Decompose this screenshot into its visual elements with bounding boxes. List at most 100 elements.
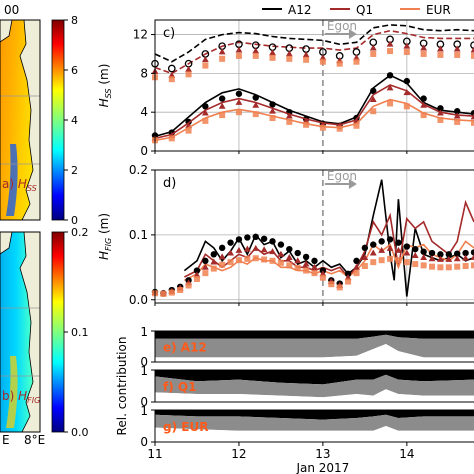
- marker-a12: [294, 249, 301, 257]
- marker-a12: [210, 251, 217, 258]
- marker-q1: [201, 109, 209, 116]
- marker-a12: [202, 103, 209, 110]
- marker-q1: [411, 252, 419, 259]
- marker-q1: [361, 253, 369, 260]
- marker-q1: [269, 49, 276, 56]
- x-axis-label: Jan 2017: [295, 461, 349, 474]
- marker-eur: [471, 52, 474, 59]
- marker-eur: [319, 58, 326, 65]
- marker-a12: [235, 236, 243, 243]
- contribution-band: [155, 344, 474, 362]
- marker-a12: [244, 234, 251, 241]
- y-tick-label: 1: [140, 364, 148, 378]
- map-xtick-label: E: [2, 433, 10, 447]
- marker-q1: [201, 263, 209, 270]
- y-tick-label: 0.2: [129, 163, 148, 177]
- marker-eur: [454, 118, 461, 125]
- y-tick-label: 0.0: [129, 293, 148, 307]
- marker-eur: [370, 259, 377, 266]
- marker-a12: [412, 245, 419, 253]
- marker-q1: [453, 255, 461, 262]
- legend-label-a12: A12: [288, 3, 311, 17]
- marker-a12: [218, 95, 226, 102]
- marker-eur: [303, 267, 310, 274]
- contribution-band: [155, 331, 474, 339]
- marker-q1: [369, 44, 377, 51]
- colorbar-tick-label: 0: [71, 214, 78, 227]
- marker-eur: [286, 262, 293, 269]
- marker-eur: [387, 100, 394, 107]
- marker-q1: [437, 45, 444, 52]
- marker-a12: [311, 257, 318, 265]
- y-tick-label: 12: [133, 28, 148, 42]
- contribution-band: [155, 374, 474, 398]
- marker-a12: [370, 87, 377, 95]
- marker-eur: [303, 121, 310, 128]
- marker-a12: [269, 101, 276, 108]
- marker-eur: [286, 55, 293, 62]
- y-tick-label: 0: [140, 435, 148, 449]
- marker-eur: [244, 255, 251, 262]
- marker-eur: [193, 275, 200, 282]
- marker-q1: [453, 45, 461, 52]
- marker-a12: [302, 253, 310, 261]
- marker-q1: [437, 255, 444, 262]
- marker-eur: [277, 259, 284, 266]
- marker-eur: [219, 261, 226, 268]
- marker-q1: [285, 112, 293, 119]
- marker-eur: [311, 270, 318, 277]
- panel-label: d): [163, 176, 176, 191]
- marker-eur: [328, 281, 335, 288]
- marker-a12: [193, 267, 201, 274]
- marker-a12: [370, 241, 377, 248]
- axes-frame: [154, 169, 474, 304]
- marker-a12: [227, 239, 234, 246]
- marker-q1: [218, 48, 226, 55]
- colorbar: [51, 231, 65, 433]
- marker-eur: [336, 125, 343, 132]
- x-tick-label: 11: [147, 447, 162, 461]
- marker-a12: [260, 235, 268, 242]
- y-axis-label: HFIG (m): [97, 213, 113, 260]
- event-label: Egon: [327, 169, 357, 183]
- marker-a12: [445, 251, 453, 258]
- marker-q1: [369, 249, 377, 256]
- marker-a12: [454, 108, 461, 115]
- marker-q1: [403, 42, 411, 49]
- x-tick-label: 13: [315, 447, 330, 461]
- marker-eur: [370, 50, 377, 57]
- contribution-band: [155, 414, 474, 431]
- marker-a12: [344, 270, 352, 278]
- marker-eur: [219, 55, 226, 62]
- map-xtick-label: 8°E: [24, 433, 45, 447]
- marker-a12: [386, 72, 394, 79]
- marker-eur: [403, 259, 410, 266]
- map-coastal-band: [6, 144, 18, 216]
- marker-eur: [261, 256, 268, 263]
- contribution-band: [155, 334, 474, 358]
- marker-eur: [437, 116, 444, 123]
- marker-eur: [420, 262, 427, 269]
- x-tick-label: 14: [399, 447, 414, 461]
- marker-eur: [395, 257, 402, 264]
- marker-q1: [285, 253, 293, 260]
- marker-a12: [353, 257, 360, 265]
- marker-a12: [286, 245, 293, 253]
- y-axis-label: Rel. contribution: [115, 337, 129, 436]
- marker-q1: [235, 246, 243, 253]
- marker-q1: [302, 51, 310, 58]
- marker-a12: [378, 238, 385, 245]
- corner-label: 00: [4, 3, 19, 17]
- marker-eur: [403, 103, 410, 110]
- marker-q1: [302, 260, 310, 267]
- marker-q1: [252, 244, 260, 251]
- marker-q1: [311, 263, 318, 270]
- contribution-band: [155, 370, 474, 385]
- colorbar-tick-label: 0.2: [71, 226, 89, 239]
- marker-eur: [185, 127, 192, 134]
- marker-a12: [437, 251, 444, 258]
- marker-eur: [202, 270, 209, 277]
- marker-eur: [252, 255, 259, 262]
